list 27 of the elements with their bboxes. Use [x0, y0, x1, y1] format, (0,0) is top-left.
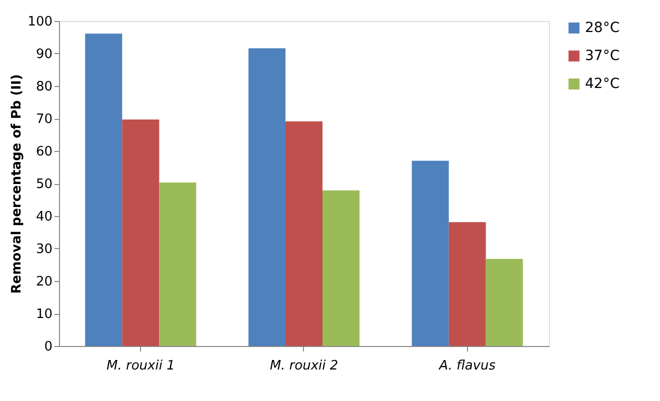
legend-label: 28°C — [585, 20, 620, 36]
y-axis-title: Removal percentage of Pb (II) — [10, 74, 25, 294]
legend-label: 37°C — [585, 48, 620, 64]
y-tick-label: 20 — [36, 274, 52, 290]
bar — [159, 182, 196, 346]
y-tick-label: 90 — [36, 47, 52, 62]
y-tick-label: 70 — [36, 112, 52, 127]
legend-label: 42°C — [585, 76, 620, 92]
y-tick-label: 50 — [36, 177, 52, 192]
bar — [248, 48, 286, 346]
bar — [285, 121, 323, 346]
y-tick-label: 10 — [36, 307, 52, 322]
bar — [85, 34, 122, 346]
y-tick-label: 30 — [36, 242, 52, 257]
bar — [486, 258, 523, 346]
x-tick-label: M. rouxii 2 — [270, 358, 338, 374]
x-tick-label: M. rouxii 1 — [106, 358, 175, 374]
y-tick-label: 80 — [36, 80, 52, 94]
x-tick-label: A. flavus — [438, 358, 496, 374]
y-tick-label: 100 — [28, 14, 52, 30]
bar — [122, 119, 160, 346]
bar — [322, 190, 360, 346]
y-tick-label: 0 — [44, 340, 52, 354]
bar — [412, 160, 449, 346]
y-tick-label: 40 — [36, 210, 52, 224]
bar — [448, 222, 486, 346]
y-tick-label: 60 — [36, 144, 52, 160]
